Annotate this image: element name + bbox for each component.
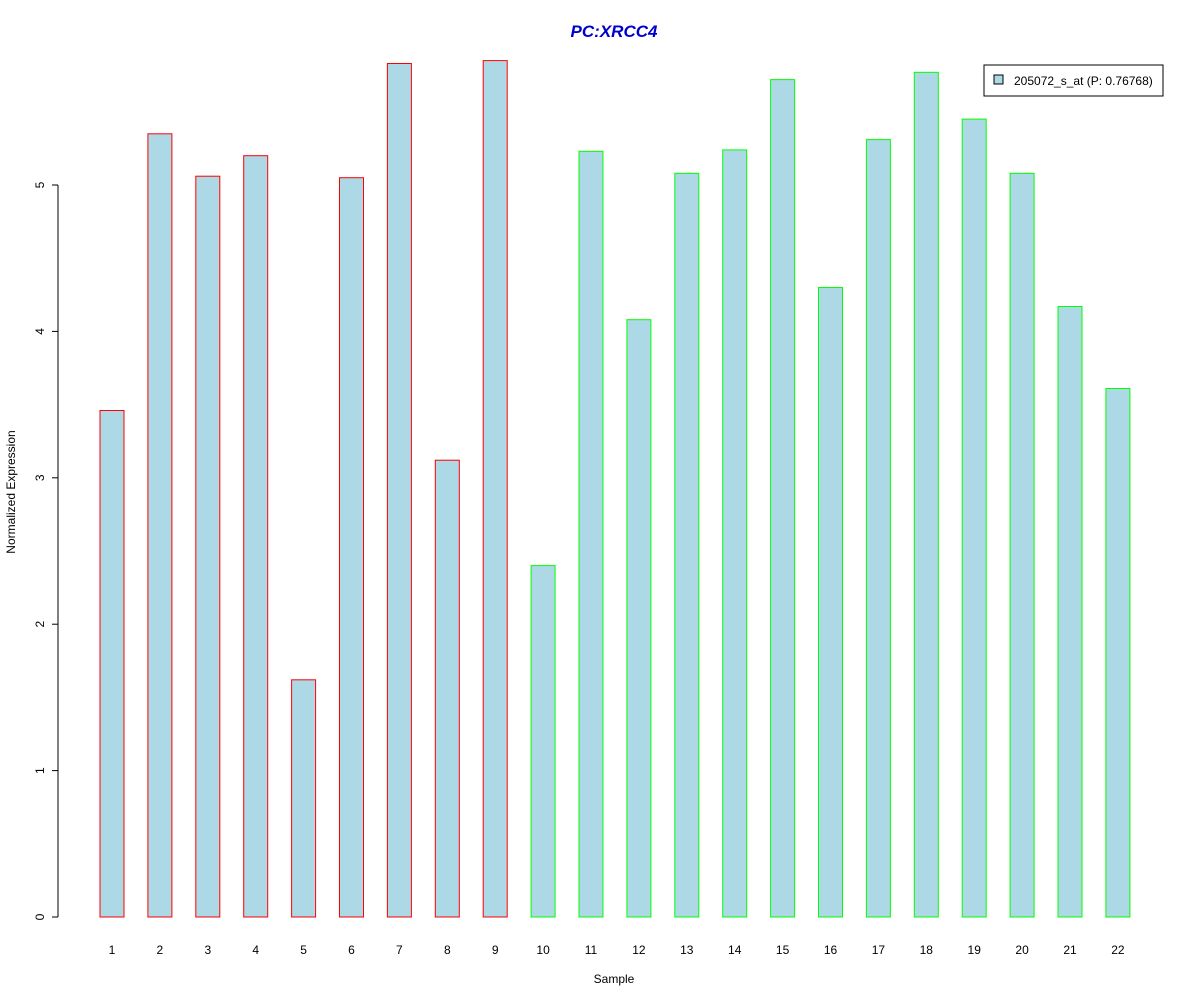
bar-sample-15 [770,79,796,918]
bar-sample-22 [1105,388,1131,918]
x-tick-label: 10 [536,943,550,957]
x-tick-label: 7 [396,943,403,957]
bar-sample-1 [99,410,125,918]
y-tick-label: 4 [33,328,47,335]
bar-sample-21 [1057,306,1083,918]
bar-sample-7 [386,63,412,918]
bar-sample-11 [578,150,604,918]
x-tick-label: 21 [1063,943,1077,957]
legend-swatch [993,74,1004,85]
y-axis-label: Normalized Expression [4,430,18,553]
x-axis: 1 2 3 4 5 6 7 8 9 10 11 12 13 14 15 16 17 18 19 20 21 22 [109,943,1125,957]
bar-sample-18 [913,71,939,918]
x-tick-label: 16 [824,943,838,957]
legend-label: 205072_s_at (P: 0.76768) [1014,74,1153,88]
y-tick-label: 3 [33,474,47,481]
x-tick-label: 3 [204,943,211,957]
x-tick-label: 2 [157,943,164,957]
x-tick-label: 20 [1015,943,1029,957]
bar-sample-16 [818,287,843,918]
chart-title: PC:XRCC4 [571,22,658,41]
bar-sample-20 [1009,172,1035,918]
x-tick-label: 22 [1111,943,1125,957]
x-tick-label: 9 [492,943,499,957]
bar-sample-13 [674,172,700,918]
bar-sample-8 [434,459,460,918]
bar-sample-19 [961,118,987,918]
bar-sample-9 [482,60,508,918]
legend-box [983,64,1164,97]
x-tick-label: 13 [680,943,694,957]
bar-sample-14 [722,149,748,918]
bar-sample-2 [147,133,173,918]
x-tick-label: 19 [968,943,982,957]
bar-sample-3 [195,175,221,918]
x-tick-label: 17 [872,943,886,957]
x-axis-label: Sample [594,972,635,986]
x-tick-label: 12 [632,943,646,957]
x-tick-label: 4 [252,943,259,957]
x-tick-label: 11 [585,943,598,957]
bar-sample-17 [865,139,891,918]
x-tick-label: 8 [444,943,451,957]
y-axis: 0 1 2 3 4 5 [33,181,59,920]
legend: 205072_s_at (P: 0.76768) [983,64,1164,97]
y-tick-label: 2 [33,621,47,628]
bar-sample-6 [339,177,364,918]
bar-sample-5 [291,679,317,918]
x-tick-label: 18 [920,943,934,957]
x-tick-label: 6 [348,943,355,957]
x-tick-label: 5 [300,943,307,957]
x-tick-label: 1 [109,943,116,957]
y-tick-label: 0 [33,913,47,920]
bar-sample-10 [530,565,556,918]
y-tick-label: 1 [33,767,47,774]
bar-sample-12 [626,319,652,918]
x-tick-label: 14 [728,943,742,957]
bars [99,60,1131,918]
x-tick-label: 15 [776,943,790,957]
bar-sample-4 [243,155,269,918]
y-tick-label: 5 [33,181,47,188]
